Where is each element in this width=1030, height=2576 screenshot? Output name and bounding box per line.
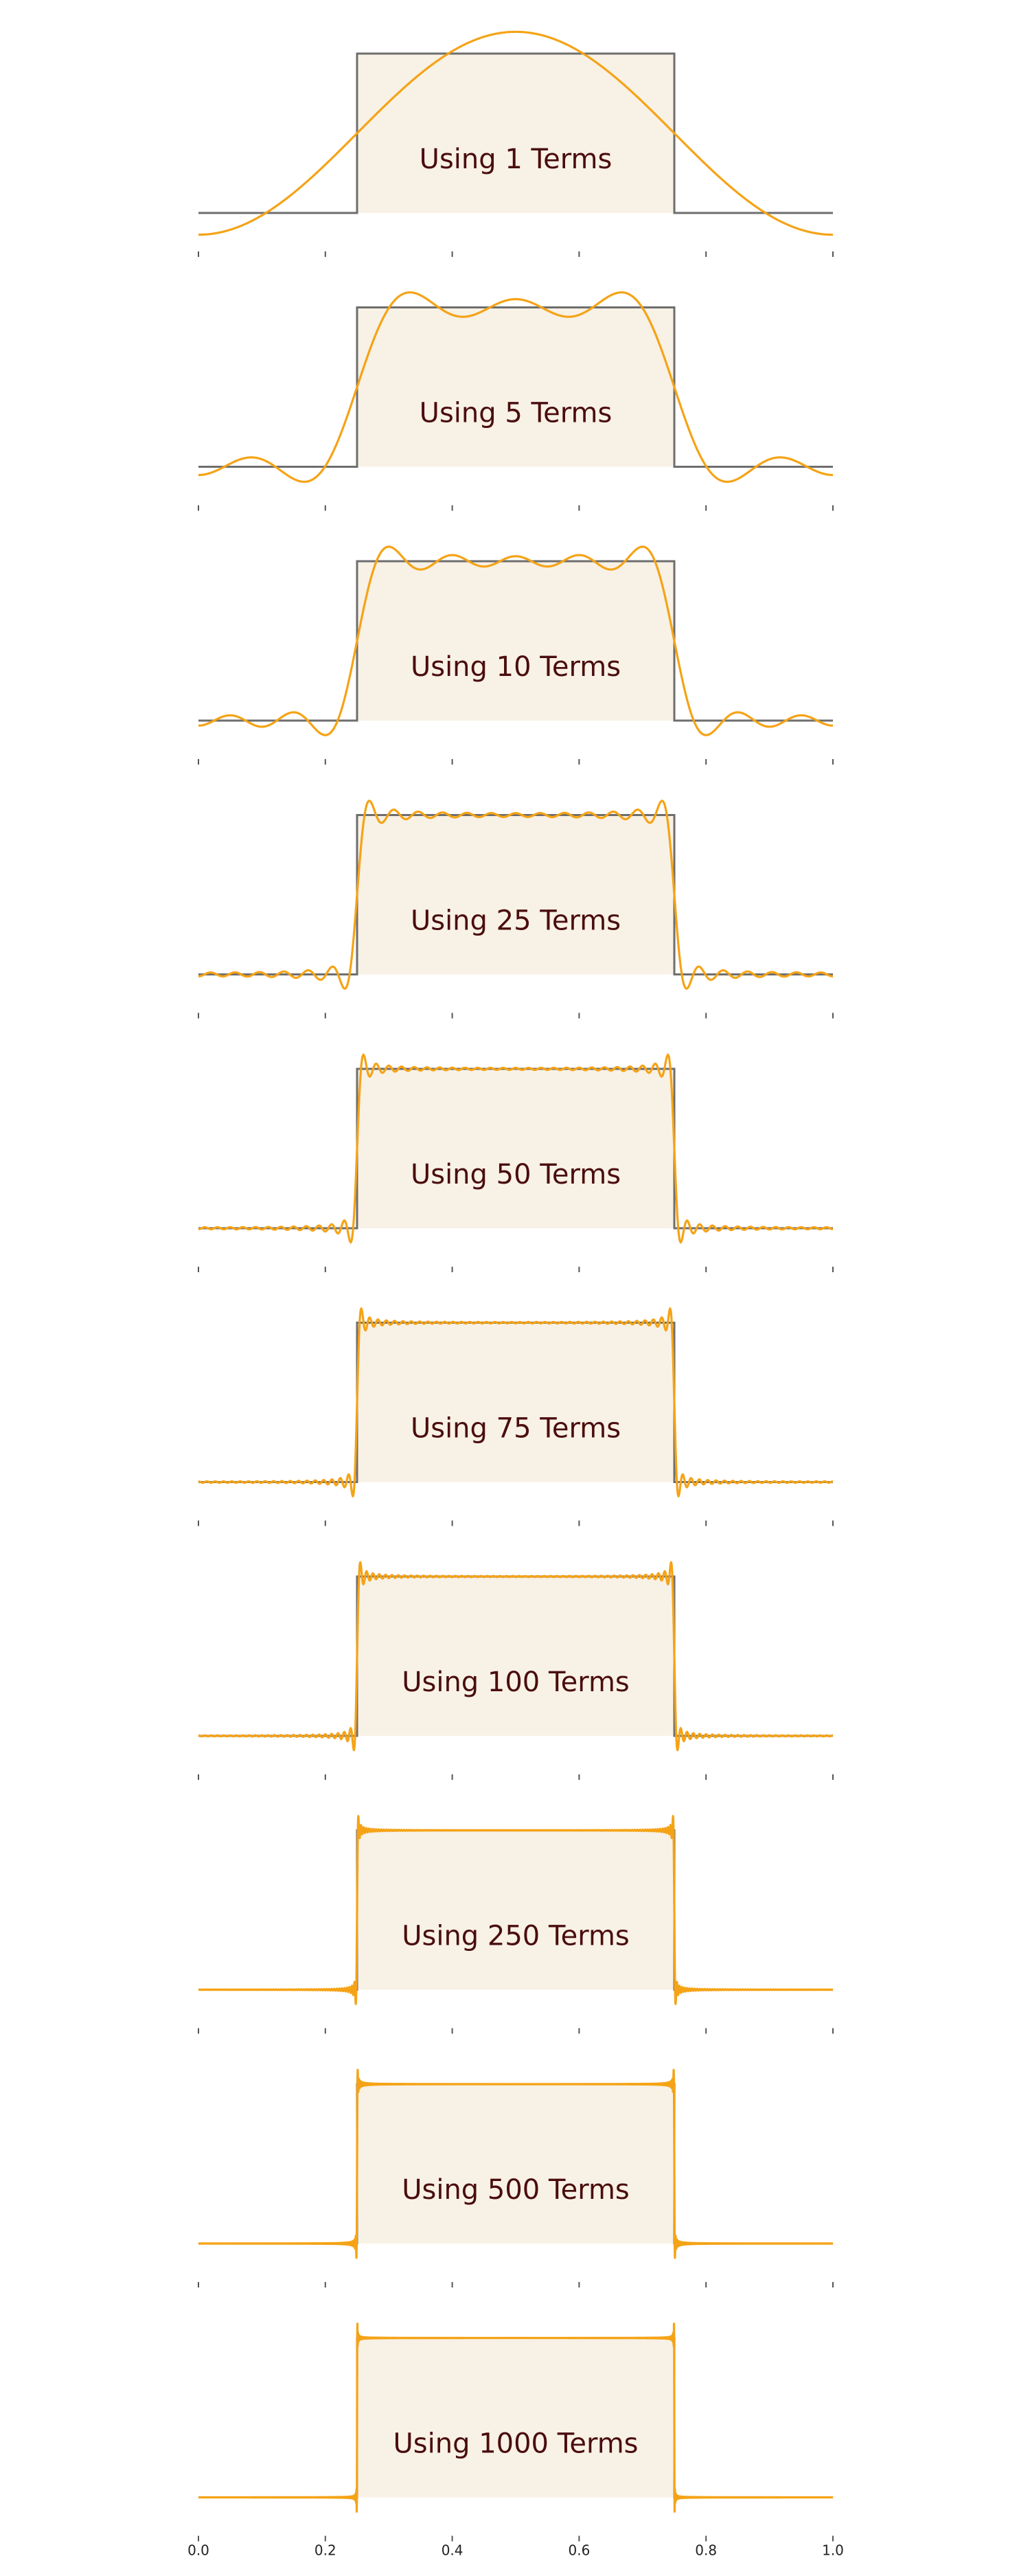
panel-50-terms: Using 50 Terms: [198, 1053, 834, 1272]
panel-1-terms: Using 1 Terms: [198, 30, 834, 257]
fourier-series-line: [198, 545, 834, 736]
panel-1000-terms: Using 1000 Terms 0.0 0.2 0.4 0.6 0.8 1.0: [187, 2323, 844, 2559]
panel-500-terms: Using 500 Terms: [197, 2068, 834, 2287]
panel-label: Using 25 Terms: [411, 905, 621, 937]
x-tick-label: 1.0: [822, 2542, 844, 2559]
pulse-fill: [357, 307, 674, 467]
x-tick-label: 0.2: [314, 2542, 336, 2559]
panel-100-terms: Using 100 Terms: [198, 1561, 834, 1780]
panel-10-terms: Using 10 Terms: [198, 545, 834, 765]
x-tick-label: 0.8: [695, 2542, 717, 2559]
panel-250-terms: Using 250 Terms: [197, 1815, 834, 2034]
panel-label: Using 500 Terms: [402, 2174, 630, 2206]
fourier-series-line: [198, 800, 834, 990]
pulse-fill: [357, 1322, 674, 1482]
panel-label: Using 1000 Terms: [393, 2428, 639, 2460]
fourier-series-line: [198, 1053, 834, 1244]
panel-label: Using 1 Terms: [420, 144, 613, 175]
panel-label: Using 10 Terms: [411, 651, 621, 683]
fourier-series-line: [197, 2068, 834, 2259]
fourier-series-line: [198, 291, 834, 483]
x-tick-label: 0.4: [442, 2542, 464, 2559]
panel-label: Using 75 Terms: [411, 1413, 621, 1445]
pulse-fill: [357, 1069, 674, 1228]
fourier-series-line: [198, 1307, 834, 1498]
pulse-fill: [357, 815, 674, 975]
x-tick-label: 0.6: [568, 2542, 590, 2559]
fourier-series-line: [197, 1815, 834, 2005]
square-wave-line: [198, 52, 833, 214]
pulse-fill: [357, 2338, 674, 2498]
panel-label: Using 5 Terms: [420, 398, 613, 429]
x-tick-label: 0.0: [187, 2542, 209, 2559]
square-wave-line: [198, 560, 833, 722]
pulse-fill: [357, 54, 674, 213]
square-wave-line: [198, 814, 833, 975]
square-wave-line: [198, 306, 833, 468]
panel-label: Using 100 Terms: [402, 1667, 630, 1698]
panel-label: Using 250 Terms: [402, 1921, 630, 1952]
panel-5-terms: Using 5 Terms: [198, 291, 834, 511]
panel-25-terms: Using 25 Terms: [198, 800, 834, 1019]
fourier-series-line: [198, 30, 834, 236]
pulse-fill: [357, 561, 674, 721]
pulse-fill: [357, 1577, 674, 1736]
pulse-fill: [357, 1830, 674, 1990]
pulse-fill: [357, 2084, 674, 2244]
fourier-series-line: [198, 1561, 834, 1752]
panel-75-terms: Using 75 Terms: [198, 1307, 834, 1526]
fourier-series-line: [197, 2323, 834, 2513]
panel-label: Using 50 Terms: [411, 1159, 621, 1190]
